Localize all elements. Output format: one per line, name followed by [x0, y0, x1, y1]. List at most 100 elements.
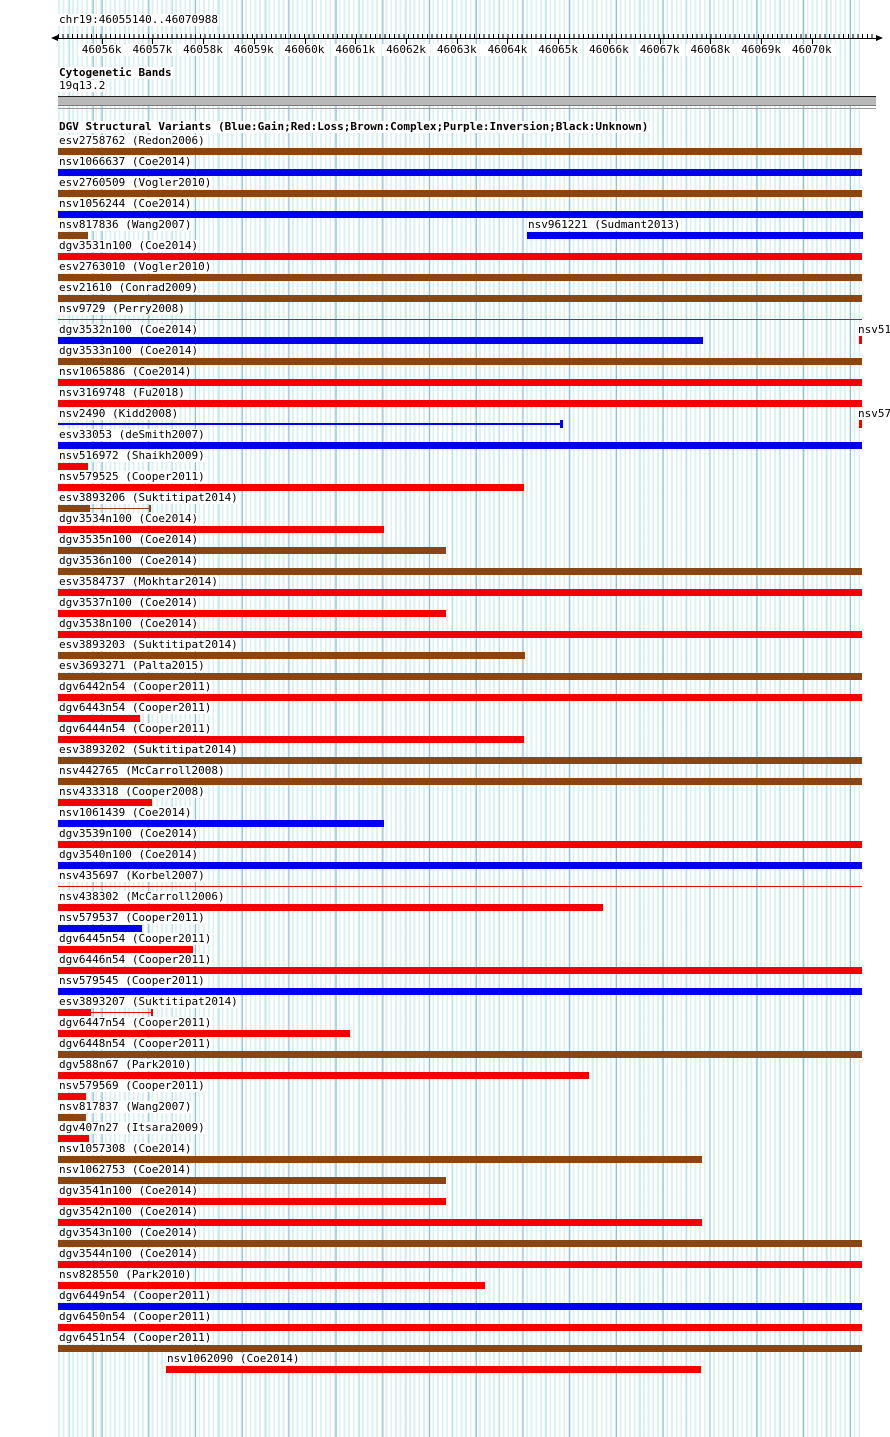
variant-bar[interactable] [58, 1324, 862, 1331]
variant-bar[interactable] [58, 820, 384, 827]
variant-bar[interactable] [58, 274, 862, 281]
variant-label[interactable]: esv3693271 (Palta2015) [58, 659, 206, 672]
variant-label[interactable]: nsv579537 (Cooper2011) [58, 911, 206, 924]
variant-bar[interactable] [58, 295, 862, 302]
variant-label[interactable]: nsv433318 (Cooper2008) [58, 785, 206, 798]
variant-label[interactable]: dgv3538n100 (Coe2014) [58, 617, 200, 630]
variant-label[interactable]: dgv3536n100 (Coe2014) [58, 554, 200, 567]
variant-bar[interactable] [58, 232, 88, 239]
variant-bar[interactable] [58, 463, 88, 470]
variant-bar[interactable] [58, 1114, 86, 1121]
variant-bar[interactable] [58, 652, 525, 659]
cytoband-bar[interactable] [58, 96, 876, 106]
variant-bar[interactable] [58, 715, 140, 722]
variant-bar[interactable] [58, 862, 862, 869]
variant-bar[interactable] [58, 886, 862, 887]
variant-label[interactable]: nsv1066637 (Coe2014) [58, 155, 193, 168]
variant-bar[interactable] [58, 694, 862, 701]
variant-label[interactable]: dgv3540n100 (Coe2014) [58, 848, 200, 861]
variant-bar[interactable] [527, 232, 863, 239]
variant-bar[interactable] [58, 358, 862, 365]
variant-bar[interactable] [58, 169, 862, 176]
variant-label[interactable]: dgv6445n54 (Cooper2011) [58, 932, 213, 945]
variant-label[interactable]: dgv6448n54 (Cooper2011) [58, 1037, 213, 1050]
variant-bar[interactable] [58, 379, 862, 386]
variant-label[interactable]: dgv6449n54 (Cooper2011) [58, 1289, 213, 1302]
variant-bar[interactable] [58, 1156, 702, 1163]
variant-label[interactable]: dgv6451n54 (Cooper2011) [58, 1331, 213, 1344]
variant-right-edge-tick[interactable] [859, 336, 862, 344]
variant-bar[interactable] [58, 526, 384, 533]
variant-bar[interactable] [58, 1177, 446, 1184]
variant-label[interactable]: nsv579569 (Cooper2011) [58, 1079, 206, 1092]
variant-label[interactable]: dgv6450n54 (Cooper2011) [58, 1310, 213, 1323]
variant-bar[interactable] [58, 1240, 862, 1247]
variant-bar[interactable] [58, 190, 862, 197]
variant-label[interactable]: esv33053 (deSmith2007) [58, 428, 206, 441]
variant-bar[interactable] [58, 841, 862, 848]
variant-label[interactable]: dgv3537n100 (Coe2014) [58, 596, 200, 609]
variant-bar[interactable] [58, 799, 152, 806]
variant-label[interactable]: esv3893203 (Suktitipat2014) [58, 638, 239, 651]
variant-bar[interactable] [58, 757, 862, 764]
variant-bar[interactable] [58, 423, 563, 425]
variant-bar[interactable] [58, 1303, 862, 1310]
variant-bar[interactable] [58, 1093, 86, 1100]
variant-label[interactable]: dgv3535n100 (Coe2014) [58, 533, 200, 546]
variant-bar[interactable] [58, 967, 862, 974]
variant-bar[interactable] [58, 1135, 89, 1142]
variant-whisker-tick[interactable] [151, 1009, 153, 1016]
variant-bar[interactable] [58, 988, 862, 995]
variant-label[interactable]: dgv3542n100 (Coe2014) [58, 1205, 200, 1218]
variant-bar[interactable] [58, 1072, 589, 1079]
variant-bar[interactable] [58, 400, 862, 407]
variant-bar[interactable] [58, 484, 524, 491]
variant-bar[interactable] [58, 505, 90, 512]
variant-label[interactable]: nsv828550 (Park2010) [58, 1268, 193, 1281]
variant-label[interactable]: nsv1056244 (Coe2014) [58, 197, 193, 210]
variant-label[interactable]: dgv3533n100 (Coe2014) [58, 344, 200, 357]
variant-bar[interactable] [58, 568, 862, 575]
variant-label[interactable]: nsv1062753 (Coe2014) [58, 1163, 193, 1176]
variant-label[interactable]: dgv407n27 (Itsara2009) [58, 1121, 206, 1134]
variant-bar[interactable] [58, 904, 603, 911]
variant-label[interactable]: nsv438302 (McCarroll2006) [58, 890, 226, 903]
variant-label[interactable]: nsv3169748 (Fu2018) [58, 386, 186, 399]
variant-bar[interactable] [58, 1282, 485, 1289]
variant-label-truncated[interactable]: nsv51 [857, 324, 890, 336]
variant-bar[interactable] [58, 631, 862, 638]
variant-bar[interactable] [58, 148, 862, 155]
variant-label[interactable]: esv3893202 (Suktitipat2014) [58, 743, 239, 756]
variant-label[interactable]: esv2758762 (Redon2006) [58, 134, 206, 147]
variant-bar[interactable] [91, 1012, 152, 1013]
variant-label[interactable]: nsv1057308 (Coe2014) [58, 1142, 193, 1155]
variant-label[interactable]: esv3893206 (Suktitipat2014) [58, 491, 239, 504]
variant-bar[interactable] [58, 1345, 862, 1352]
variant-bar[interactable] [58, 547, 446, 554]
variant-label[interactable]: esv3893207 (Suktitipat2014) [58, 995, 239, 1008]
variant-label[interactable]: nsv9729 (Perry2008) [58, 302, 186, 315]
variant-bar[interactable] [166, 1366, 701, 1373]
variant-label[interactable]: dgv3541n100 (Coe2014) [58, 1184, 200, 1197]
variant-label[interactable]: dgv3532n100 (Coe2014) [58, 323, 200, 336]
variant-label[interactable]: dgv6442n54 (Cooper2011) [58, 680, 213, 693]
variant-label[interactable]: nsv817836 (Wang2007) [58, 218, 193, 231]
variant-bar[interactable] [90, 508, 150, 509]
variant-bar[interactable] [58, 319, 862, 320]
variant-whisker-tick[interactable] [149, 505, 151, 512]
variant-label[interactable]: esv3584737 (Mokhtar2014) [58, 575, 219, 588]
variant-label[interactable]: dgv3539n100 (Coe2014) [58, 827, 200, 840]
variant-bar[interactable] [58, 1009, 91, 1016]
variant-bar[interactable] [58, 1051, 862, 1058]
variant-bar[interactable] [58, 673, 862, 680]
variant-label[interactable]: nsv579525 (Cooper2011) [58, 470, 206, 483]
variant-label-truncated[interactable]: nsv57 [857, 408, 890, 420]
variant-bar[interactable] [58, 1030, 350, 1037]
variant-label[interactable]: nsv435697 (Korbel2007) [58, 869, 206, 882]
variant-label[interactable]: esv21610 (Conrad2009) [58, 281, 200, 294]
variant-bar[interactable] [58, 442, 862, 449]
variant-label[interactable]: dgv3544n100 (Coe2014) [58, 1247, 200, 1260]
variant-label[interactable]: nsv817837 (Wang2007) [58, 1100, 193, 1113]
variant-label[interactable]: dgv6447n54 (Cooper2011) [58, 1016, 213, 1029]
variant-label[interactable]: dgv6443n54 (Cooper2011) [58, 701, 213, 714]
